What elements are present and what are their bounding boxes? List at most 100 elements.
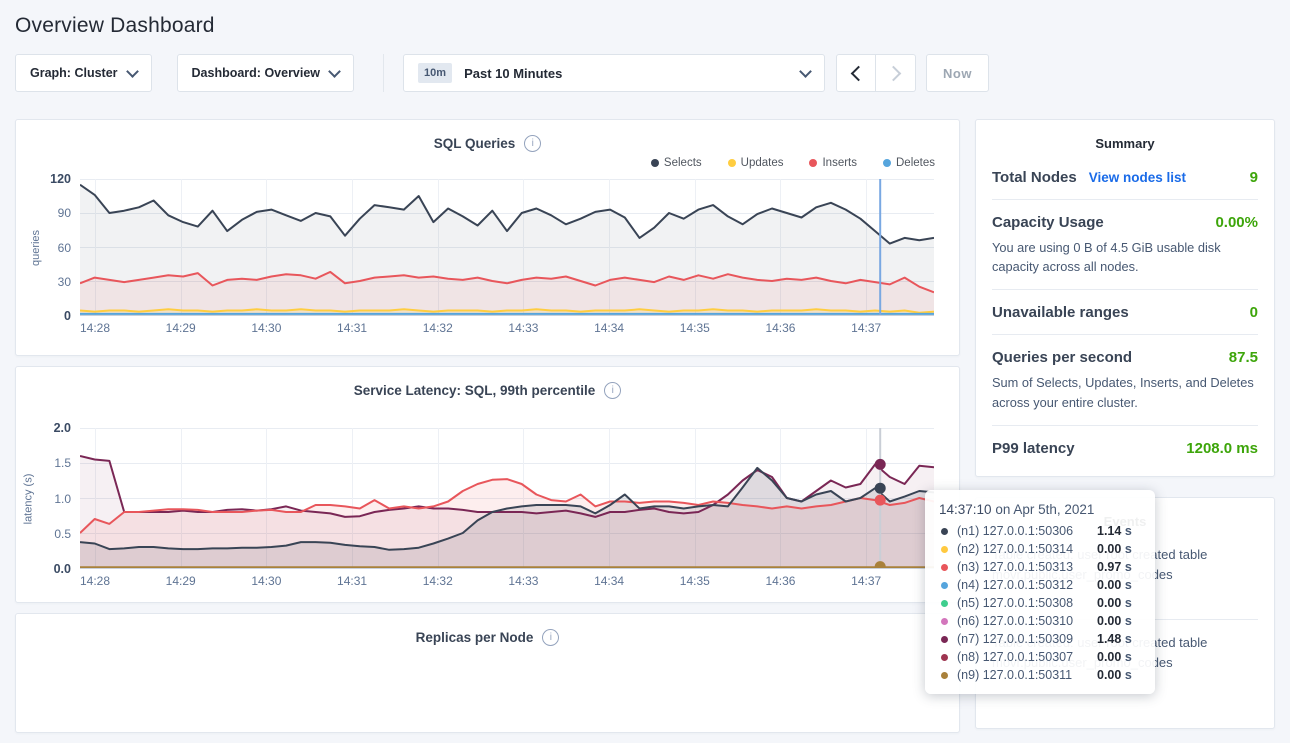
tooltip-node-row: (n6) 127.0.0.1:50310 0.00 s — [939, 612, 1141, 630]
dashboard-dropdown[interactable]: Dashboard: Overview — [177, 54, 355, 92]
plot-wrap: queries 1209060300 14:2814:2914:3014:311… — [80, 179, 934, 316]
latency-unit: s — [1125, 614, 1132, 628]
node-address: (n9) 127.0.0.1:50311 — [957, 668, 1072, 682]
summary-row-total-nodes: Total Nodes View nodes list 9 — [992, 155, 1258, 200]
tooltip-node-row: (n2) 127.0.0.1:50314 0.00 s — [939, 540, 1141, 558]
time-range-label: Past 10 Minutes — [464, 66, 789, 81]
plot-wrap: latency (s) 2.01.51.00.50.0 14:2814:2914… — [80, 428, 934, 569]
node-dot-icon — [941, 618, 948, 625]
node-latency-value: 0.00 s — [1097, 542, 1141, 556]
queries-per-second-value: 87.5 — [1229, 349, 1258, 366]
node-latency-value: 0.00 s — [1097, 650, 1141, 664]
legend-item[interactable]: Updates — [728, 157, 784, 169]
x-axis-tick: 14:34 — [594, 574, 624, 588]
summary-row-capacity-usage: Capacity Usage 0.00% You are using 0 B o… — [992, 200, 1258, 290]
node-dot-icon — [941, 600, 948, 607]
capacity-usage-label: Capacity Usage — [992, 214, 1104, 231]
x-axis-tick: 14:36 — [765, 321, 795, 335]
tooltip-node-row: (n3) 127.0.0.1:503130.97 s — [939, 558, 1141, 576]
page-title: Overview Dashboard — [15, 14, 1290, 38]
legend-label: Updates — [741, 157, 784, 169]
tooltip-node-row: (n9) 127.0.0.1:50311 0.00 s — [939, 666, 1141, 684]
latency-unit: s — [1125, 668, 1132, 682]
legend-dot-icon — [728, 159, 736, 167]
total-nodes-value: 9 — [1250, 169, 1258, 186]
legend-dot-icon — [809, 159, 817, 167]
latency-unit: s — [1125, 650, 1132, 664]
y-axis-tick: 120 — [50, 172, 71, 186]
chart-title: SQL Queries — [434, 136, 516, 151]
x-axis-tick: 14:31 — [337, 574, 367, 588]
node-dot-icon — [941, 528, 948, 535]
x-axis-tick: 14:32 — [423, 574, 453, 588]
chart-hover-tooltip: 14:37:10 on Apr 5th, 2021 (n1) 127.0.0.1… — [925, 490, 1155, 694]
service-latency-plot[interactable] — [80, 428, 934, 569]
x-axis-tick: 14:37 — [851, 321, 881, 335]
y-axis-ticks: 1209060300 — [31, 179, 71, 316]
graph-dropdown-label: Graph: Cluster — [30, 66, 118, 80]
legend-item[interactable]: Selects — [651, 157, 702, 169]
sql-queries-plot[interactable] — [80, 179, 934, 316]
info-icon[interactable]: i — [524, 135, 541, 152]
time-range-picker[interactable]: 10m Past 10 Minutes — [403, 54, 825, 92]
x-axis-tick: 14:33 — [508, 321, 538, 335]
latency-unit: s — [1125, 560, 1132, 574]
replicas-per-node-chart-card: Replicas per Node i — [15, 613, 960, 733]
node-dot-icon — [941, 672, 948, 679]
node-latency-value: 0.97 s — [1097, 560, 1141, 574]
time-range-badge: 10m — [418, 63, 452, 83]
time-back-button[interactable] — [836, 54, 876, 92]
summary-title: Summary — [992, 136, 1258, 151]
chevron-down-icon — [126, 65, 139, 78]
y-axis-tick: 90 — [58, 206, 71, 220]
now-button[interactable]: Now — [926, 54, 989, 92]
tooltip-header: 14:37:10 on Apr 5th, 2021 — [939, 502, 1141, 517]
time-forward-button[interactable] — [876, 54, 916, 92]
toolbar: Graph: Cluster Dashboard: Overview 10m P… — [15, 54, 1275, 92]
node-address: (n2) 127.0.0.1:50314 — [957, 542, 1073, 556]
chart-title-row: Replicas per Node i — [16, 629, 959, 646]
latency-unit: s — [1125, 542, 1132, 556]
x-axis-ticks: 14:2814:2914:3014:3114:3214:3314:3414:35… — [80, 321, 934, 339]
latency-unit: s — [1125, 596, 1132, 610]
node-dot-icon — [941, 582, 948, 589]
legend-label: Selects — [664, 157, 702, 169]
sql-queries-svg — [80, 179, 934, 315]
info-icon[interactable]: i — [604, 382, 621, 399]
summary-row-p99-latency: P99 latency 1208.0 ms — [992, 426, 1258, 470]
node-address: (n8) 127.0.0.1:50307 — [957, 650, 1073, 664]
chart-title-row: Service Latency: SQL, 99th percentile i — [16, 382, 959, 399]
legend-item[interactable]: Inserts — [809, 157, 857, 169]
info-icon[interactable]: i — [542, 629, 559, 646]
x-axis-tick: 14:31 — [337, 321, 367, 335]
chart-title-row: SQL Queries i — [16, 135, 959, 152]
capacity-usage-description: You are using 0 B of 4.5 GiB usable disk… — [992, 238, 1258, 276]
x-axis-tick: 14:35 — [680, 321, 710, 335]
x-axis-tick: 14:29 — [166, 321, 196, 335]
y-axis-tick: 2.0 — [54, 421, 71, 435]
tooltip-node-row: (n8) 127.0.0.1:50307 0.00 s — [939, 648, 1141, 666]
view-nodes-list-link[interactable]: View nodes list — [1089, 170, 1186, 185]
legend-item[interactable]: Deletes — [883, 157, 935, 169]
p99-latency-value: 1208.0 ms — [1186, 440, 1258, 457]
x-axis-tick: 14:32 — [423, 321, 453, 335]
latency-unit: s — [1125, 524, 1132, 538]
node-address: (n6) 127.0.0.1:50310 — [957, 614, 1073, 628]
chart-title: Replicas per Node — [416, 630, 534, 645]
node-latency-value: 0.00 s — [1097, 578, 1141, 592]
graph-dropdown[interactable]: Graph: Cluster — [15, 54, 152, 92]
node-latency-value: 0.00 s — [1097, 614, 1141, 628]
service-latency-svg — [80, 428, 934, 568]
charts-column: SQL Queries i Selects Updates Inserts Delet… — [15, 119, 960, 743]
x-axis-tick: 14:28 — [80, 574, 110, 588]
tooltip-date: on Apr 5th, 2021 — [995, 502, 1094, 517]
node-latency-value: 0.00 s — [1097, 668, 1141, 682]
tooltip-node-row: (n5) 127.0.0.1:503080.00 s — [939, 594, 1141, 612]
x-axis-tick: 14:33 — [508, 574, 538, 588]
unavailable-ranges-label: Unavailable ranges — [992, 304, 1129, 321]
y-axis-tick: 0 — [64, 309, 71, 323]
capacity-usage-value: 0.00% — [1215, 214, 1258, 231]
node-latency-value: 1.48 s — [1097, 632, 1141, 646]
service-latency-chart-card: Service Latency: SQL, 99th percentile i … — [15, 366, 960, 603]
chevron-left-icon — [850, 65, 866, 81]
